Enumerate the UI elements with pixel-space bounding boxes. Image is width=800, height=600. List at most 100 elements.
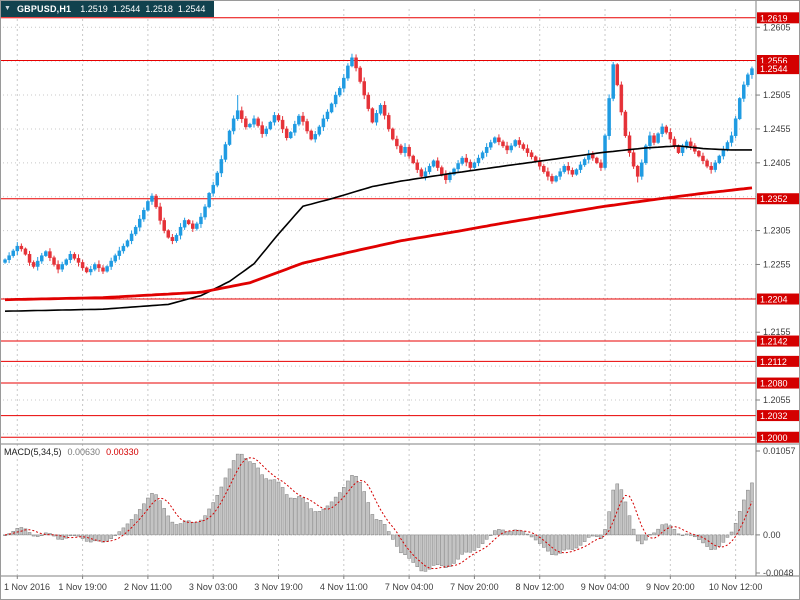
macd-tick-label: 0.01057 [763,446,796,456]
macd-bar [725,534,730,538]
time-tick-label: 7 Nov 20:00 [450,582,499,592]
candle-body [472,162,477,168]
macd-bar [423,534,428,572]
macd-bar [288,497,293,536]
macd-bar [23,528,28,536]
macd-bar [60,534,64,540]
candle-body [737,98,742,120]
macd-bar [370,514,375,536]
candle-body [268,121,273,130]
price-tag-label: 1.2032 [760,411,788,421]
macd-bar [644,534,648,541]
macd-bar [301,497,305,536]
horizontal-level-lines[interactable] [1,17,756,438]
macd-bar [105,534,109,542]
macd-bar [493,530,497,536]
macd-bar [158,500,162,536]
macd-bar [525,533,530,536]
time-axis[interactable]: 1 Nov 2016 1 Nov 19:00 2 Nov 11:00 3 Nov 03… [4,576,762,592]
candle-body [162,220,166,231]
candle-body [742,84,746,99]
macd-bar [472,534,477,551]
macd-bar [137,509,142,536]
macd-bar [293,498,297,536]
candle-body [44,251,48,256]
candle-body [574,169,579,175]
macd-bar [586,534,591,538]
macd-name: MACD(5,34,5) [4,447,62,457]
candle-body [101,267,105,272]
price-tick-label: 1.2255 [763,259,791,269]
candle-body [195,223,199,229]
macd-bar [244,458,248,536]
macd-bar [395,534,399,547]
candle-body [342,77,346,89]
price-tag-label: 1.2619 [760,13,788,23]
macd-bar [211,502,215,536]
candle-body [362,81,366,96]
candle-body [150,195,154,202]
price-tick-label: 1.2055 [763,395,791,405]
macd-bar [676,533,681,536]
candle-body [109,260,113,267]
candle-body [117,250,122,256]
collapse-arrow-icon[interactable]: ▼ [4,5,11,12]
candle-body [505,145,509,151]
macd-bar [697,534,701,540]
macd-bar [635,534,640,542]
candle-body [260,125,264,134]
candle-body [80,262,85,269]
candle-body [191,223,195,229]
candle-body [358,67,362,82]
candle-body [305,121,309,132]
candle-body [64,259,69,265]
macd-bar [109,534,113,539]
candle-body [431,160,436,167]
price-axis[interactable]: 1.2605 1.2505 1.2455 1.2405 1.2305 1.2255 1.21… [756,12,800,443]
candle-body [350,57,354,67]
macd-axis: 0.01057 0.00 -0.0048 [756,446,796,578]
macd-bar [358,482,362,536]
candle-body [595,157,599,164]
candle-body [554,176,558,182]
macd-bar [668,525,673,536]
candle-body [546,171,550,177]
macd-bar [260,474,264,536]
candle-body [309,130,313,140]
macd-signal-value: 0.00330 [106,447,139,457]
time-tick-label: 9 Nov 04:00 [581,582,630,592]
macd-bar [366,502,371,536]
macd-bar [480,534,485,544]
candle-body [105,266,109,272]
candle-body [203,206,207,218]
candle-body [664,126,668,133]
candle-body [427,165,432,172]
candle-body [582,159,587,166]
macd-bar [150,493,154,536]
price-tag [757,54,799,66]
candle-body [333,94,338,105]
candle-body [403,146,407,153]
macd-bar [68,534,73,536]
macd-bar [248,461,252,536]
price-tag [757,355,799,367]
close-value: 1.2544 [177,3,206,14]
candle-body [186,220,191,225]
macd-bar [113,534,117,536]
candle-body [558,171,562,177]
candle-body [705,160,709,167]
candle-body [293,123,297,133]
candle-body [493,137,497,143]
macd-bar [501,529,505,536]
candle-body [386,115,391,130]
symbol-chip[interactable]: ▼ GBPUSD,H1 1.2519 1.2544 1.2518 1.2544 [1,1,215,17]
price-tag-label: 1.2352 [760,194,788,204]
macd-bar [272,479,277,536]
macd-bar [333,496,338,536]
macd-bar [276,481,281,536]
macd-bar [101,534,105,543]
macd-bar [317,511,322,536]
macd-bar [89,534,93,543]
candle-body [113,255,117,262]
